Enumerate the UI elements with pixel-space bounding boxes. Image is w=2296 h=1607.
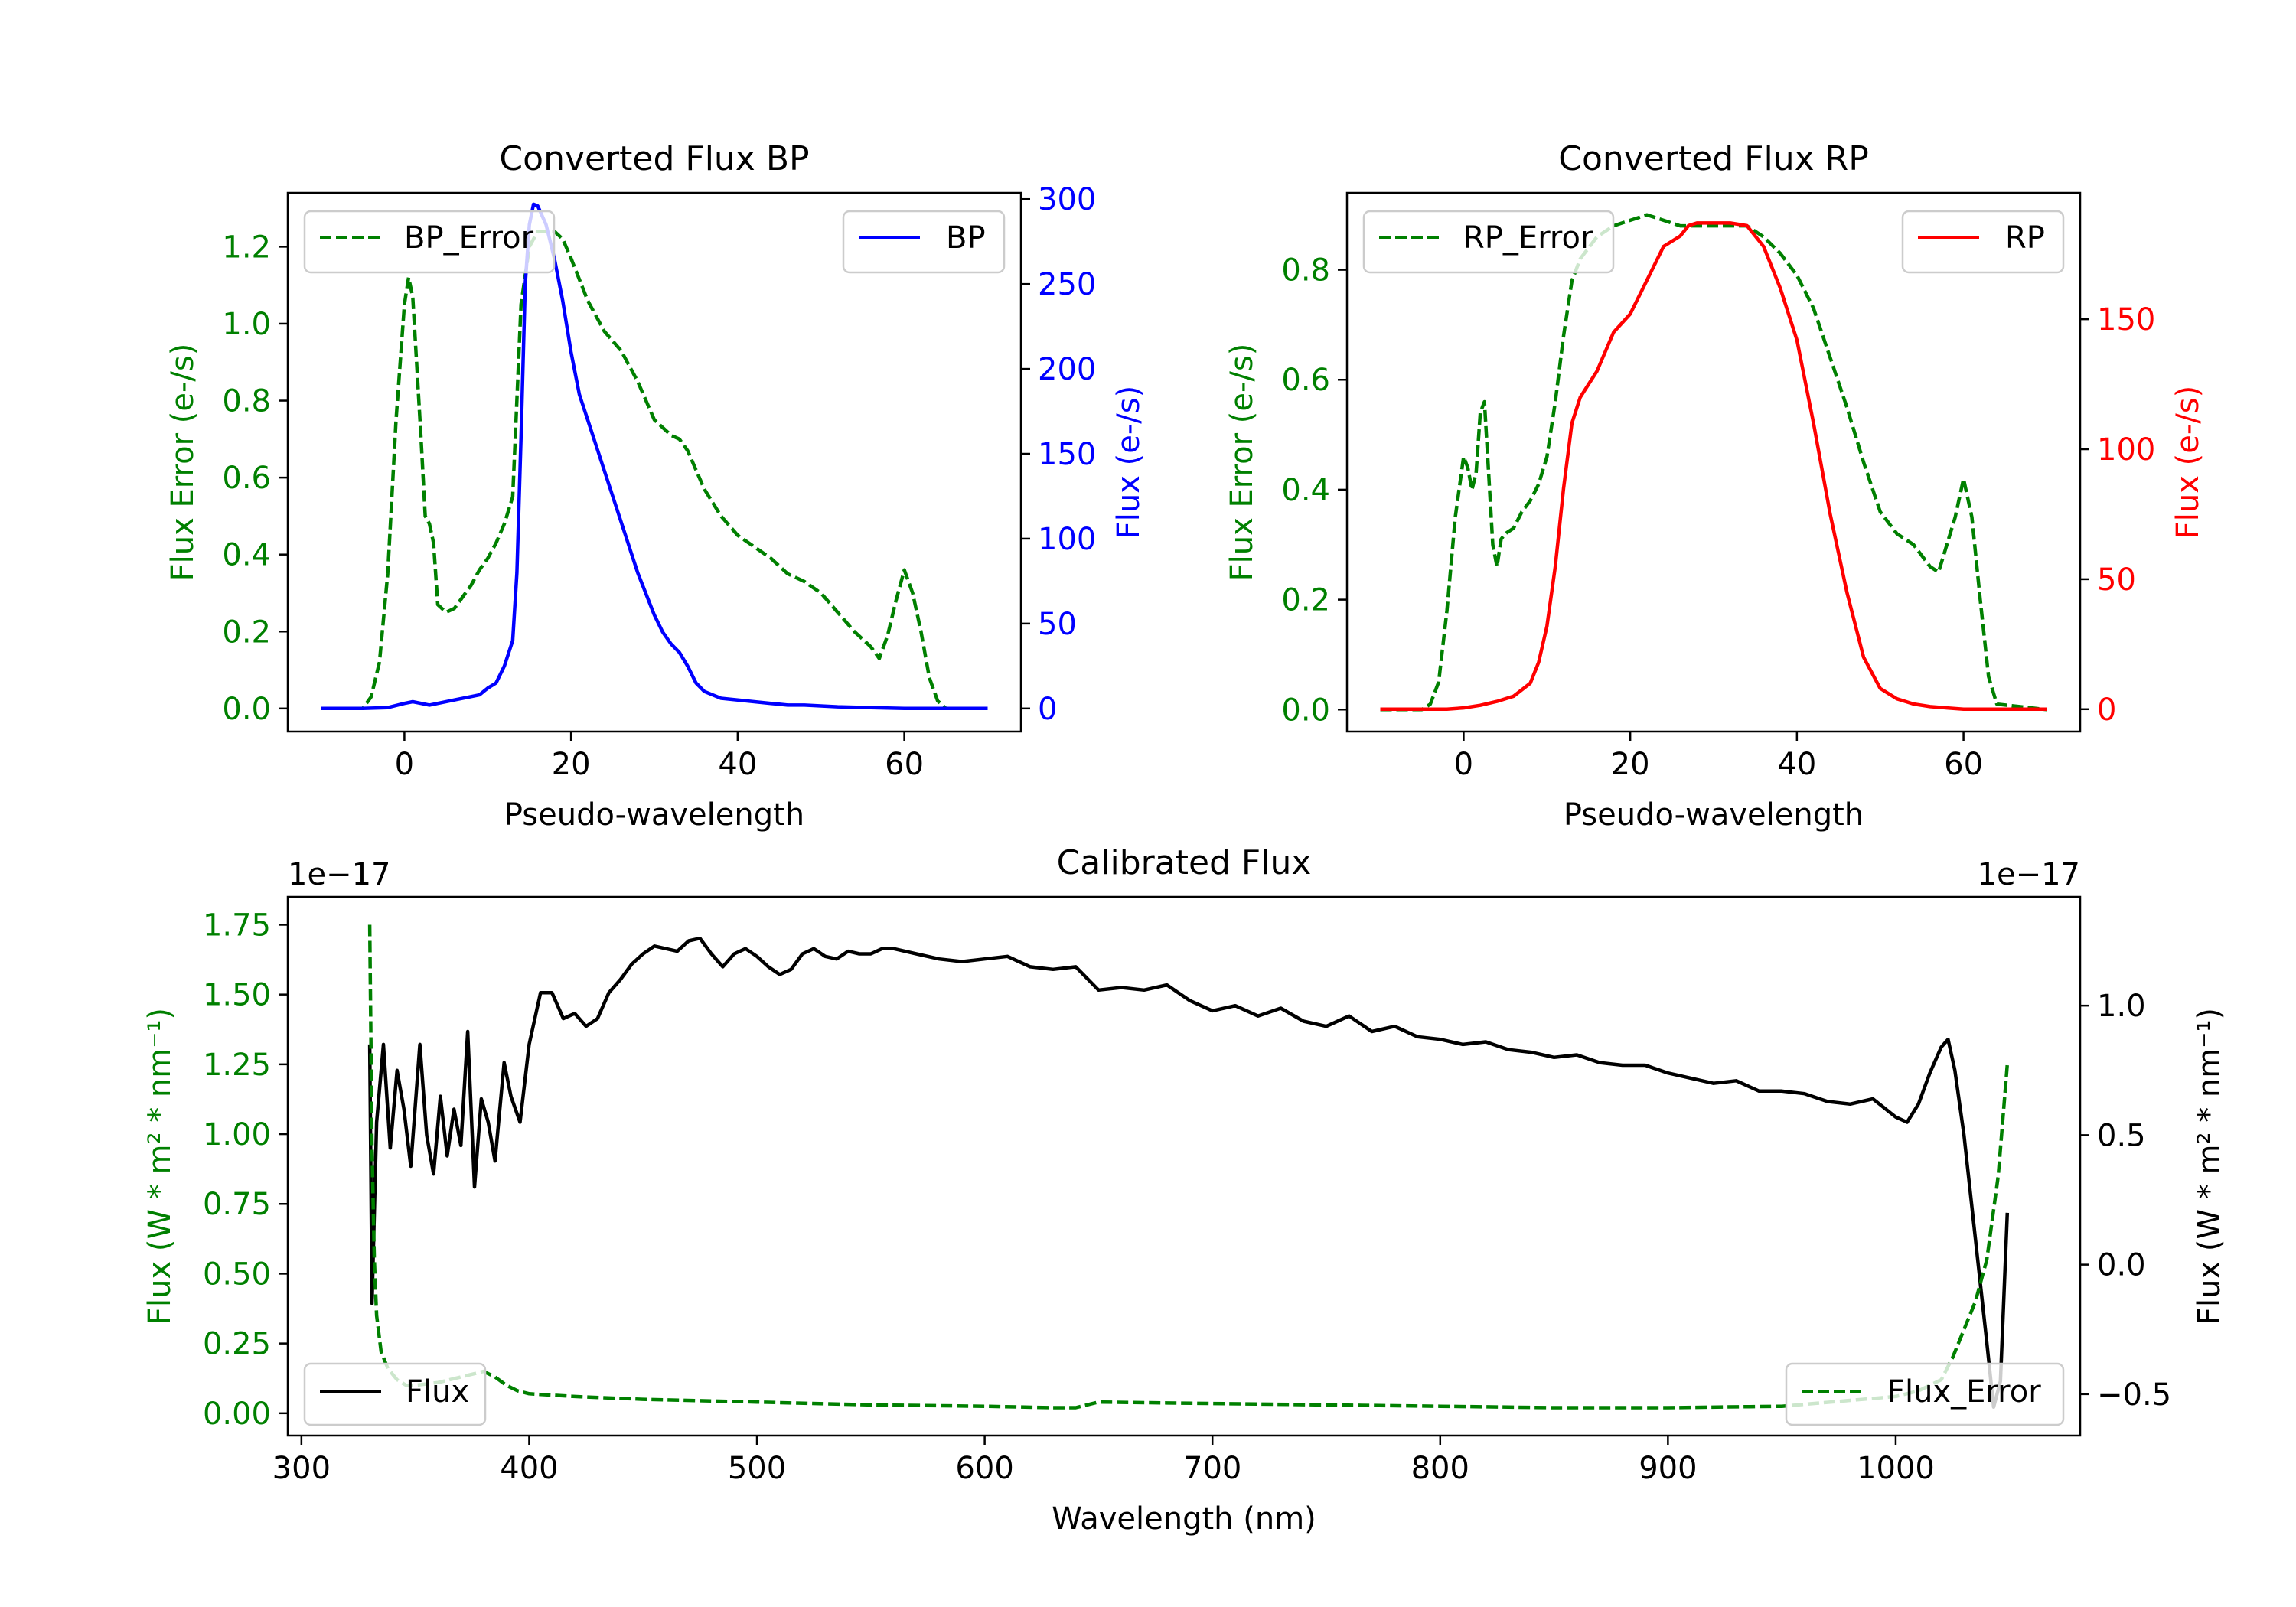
rp-ytick-left-label: 0.8 <box>1281 253 1330 288</box>
cal-ytick-left-label: 0.25 <box>203 1327 271 1362</box>
bp-axes-frame <box>286 191 1022 733</box>
bp-ytick-left-label: 1.0 <box>222 307 271 342</box>
bp-legend-error: BP_Error <box>303 210 556 274</box>
cal-legend-flux: Flux <box>303 1362 487 1426</box>
bp-series-bp-error-line <box>321 230 988 711</box>
cal-ytick-left-label: 1.75 <box>203 908 271 943</box>
cal-ytick-left-label: 1.25 <box>203 1048 271 1083</box>
cal-ytick-right-label: 0.5 <box>2097 1118 2146 1153</box>
bp-ylabel-left: Flux Error (e-/s) <box>165 344 201 582</box>
bp-legend-error-label: BP_Error <box>404 220 534 256</box>
cal-ytick-left-label: 0.00 <box>203 1397 271 1432</box>
cal-xtick-label: 300 <box>272 1451 331 1486</box>
cal-legend-flux-label: Flux <box>406 1374 469 1410</box>
cal-legend-error-label: Flux_Error <box>1887 1374 2041 1410</box>
rp-ylabel-left: Flux Error (e-/s) <box>1225 344 1260 582</box>
cal-ytick-left-label: 1.00 <box>203 1117 271 1152</box>
cal-ylabel-left: Flux (W * m² * nm⁻¹) <box>142 1008 178 1325</box>
rp-legend-flux: RP <box>1901 210 2065 274</box>
rp-ytick-right-label: 150 <box>2097 302 2155 337</box>
cal-xlabel: Wavelength (nm) <box>1052 1501 1316 1537</box>
bp-ytick-right-label: 300 <box>1038 182 1096 217</box>
bp-legend-flux: BP <box>842 210 1006 274</box>
rp-xtick-label: 60 <box>1944 747 1983 782</box>
bp-xtick-label: 40 <box>718 747 757 782</box>
panel-rp: Converted Flux RP 0 20 40 60 0.0 0.2 0.4 0.6 0.8… <box>1225 139 2206 833</box>
cal-legend-error: Flux_Error <box>1785 1362 2065 1426</box>
bp-ytick-right-label: 0 <box>1038 692 1057 727</box>
cal-ytick-right-label: 0.0 <box>2097 1248 2146 1283</box>
cal-xtick-label: 700 <box>1183 1451 1241 1486</box>
bp-ytick-left-label: 0.2 <box>222 614 271 650</box>
cal-title: Calibrated Flux <box>1057 843 1312 882</box>
bp-ylabel-right: Flux (e-/s) <box>1111 386 1146 539</box>
rp-ytick-right-label: 0 <box>2097 693 2116 728</box>
bp-ytick-right-label: 50 <box>1038 607 1077 642</box>
cal-ylabel-right: Flux (W * m² * nm⁻¹) <box>2192 1008 2227 1325</box>
cal-xtick-label: 500 <box>728 1451 786 1486</box>
rp-xtick-label: 40 <box>1777 747 1816 782</box>
bp-legend-flux-label: BP <box>946 220 986 256</box>
cal-offset-left: 1e−17 <box>288 857 390 892</box>
cal-ytick-left-label: 0.75 <box>203 1187 271 1222</box>
cal-series-flux-error-line <box>367 924 2010 1410</box>
cal-offset-right: 1e−17 <box>1978 857 2080 892</box>
cal-ytick-left-label: 1.50 <box>203 978 271 1013</box>
cal-xtick-label: 1000 <box>1857 1451 1935 1486</box>
cal-ytick-left-label: 0.50 <box>203 1257 271 1292</box>
bp-xtick-label: 0 <box>395 747 414 782</box>
cal-series-flux-line <box>367 936 2010 1410</box>
rp-xtick-label: 0 <box>1454 747 1473 782</box>
bp-xlabel: Pseudo-wavelength <box>504 797 804 833</box>
bp-series-bp-line <box>321 202 988 711</box>
bp-ytick-left-label: 0.0 <box>222 692 271 727</box>
bp-ytick-left-label: 0.6 <box>222 461 271 496</box>
rp-ytick-left-label: 0.2 <box>1281 583 1330 618</box>
rp-ytick-left-label: 0.0 <box>1281 693 1330 728</box>
rp-xlabel: Pseudo-wavelength <box>1564 797 1864 833</box>
bp-ytick-left-label: 0.4 <box>222 538 271 573</box>
cal-xtick-label: 800 <box>1411 1451 1469 1486</box>
cal-xtick-label: 900 <box>1639 1451 1697 1486</box>
panel-bp: Converted Flux BP 0 20 40 60 0.0 0.2 0.4 0.6 0.8… <box>165 139 1146 833</box>
rp-ytick-right-label: 100 <box>2097 432 2155 468</box>
cal-xtick-label: 400 <box>500 1451 558 1486</box>
bp-xtick-label: 20 <box>552 747 591 782</box>
cal-ytick-right-label: 1.0 <box>2097 989 2146 1024</box>
rp-series-rp-error-line <box>1380 213 2047 712</box>
bp-xtick-label: 60 <box>885 747 924 782</box>
cal-xtick-label: 600 <box>955 1451 1013 1486</box>
bp-title: Converted Flux BP <box>499 139 809 178</box>
cal-axes-frame <box>286 895 2082 1437</box>
panel-calibrated: Calibrated Flux 1e−17 1e−17 300 400 500 600… <box>142 843 2227 1537</box>
rp-legend-error-label: RP_Error <box>1463 220 1593 256</box>
bp-ytick-right-label: 150 <box>1038 437 1096 472</box>
rp-axes-frame <box>1345 191 2082 733</box>
cal-ytick-right-label: −0.5 <box>2097 1377 2171 1413</box>
bp-ytick-left-label: 1.2 <box>222 230 271 265</box>
rp-ytick-left-label: 0.6 <box>1281 363 1330 398</box>
bp-ytick-left-label: 0.8 <box>222 384 271 419</box>
rp-ytick-right-label: 50 <box>2097 562 2136 598</box>
bp-ytick-right-label: 100 <box>1038 522 1096 557</box>
rp-series-rp-line <box>1380 221 2047 712</box>
bp-ytick-right-label: 200 <box>1038 352 1096 387</box>
bp-ytick-right-label: 250 <box>1038 267 1096 302</box>
rp-xtick-label: 20 <box>1611 747 1650 782</box>
rp-title: Converted Flux RP <box>1558 139 1869 178</box>
rp-legend-error: RP_Error <box>1362 210 1615 274</box>
rp-legend-flux-label: RP <box>2005 220 2045 256</box>
rp-ytick-left-label: 0.4 <box>1281 473 1330 508</box>
rp-ylabel-right: Flux (e-/s) <box>2170 386 2206 539</box>
